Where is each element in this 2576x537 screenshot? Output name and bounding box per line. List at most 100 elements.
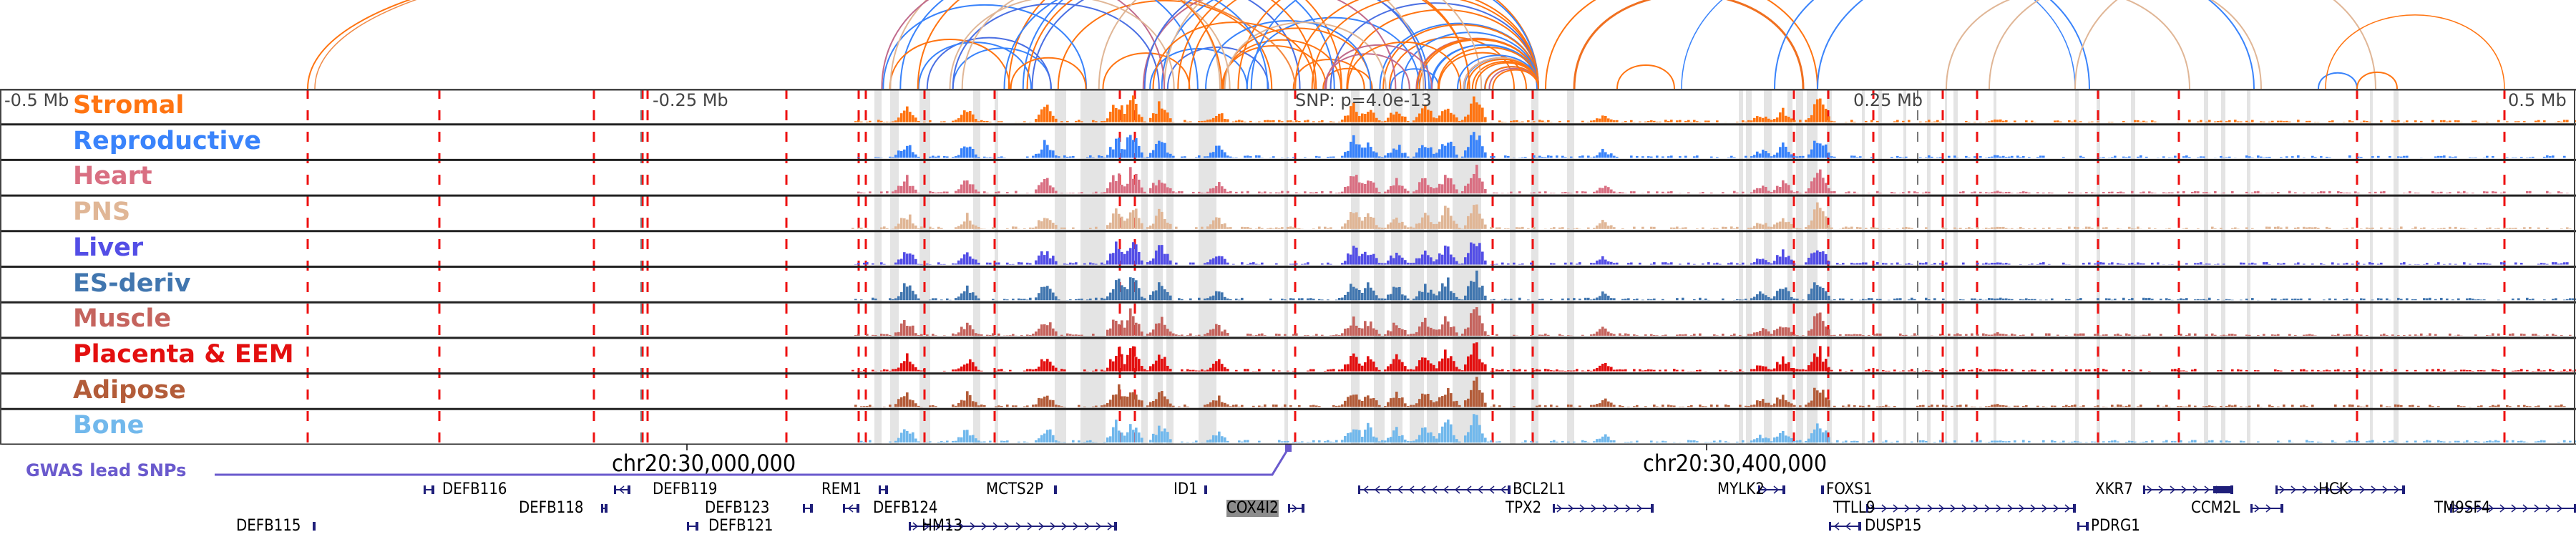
strand-arrow-icon <box>1938 504 1945 513</box>
strand-arrow-icon <box>1881 504 1888 513</box>
loop-arc <box>952 3 1160 89</box>
signal-bars-es-deriv <box>854 270 2576 301</box>
strand-arrow-icon <box>1556 504 1563 513</box>
strand-arrow-icon <box>1904 504 1911 513</box>
gene-model <box>2143 485 2233 494</box>
gene-exon <box>2574 504 2576 513</box>
strand-arrow-icon <box>912 522 919 531</box>
loop-arc <box>314 0 1296 89</box>
gene-exon <box>1288 504 1290 513</box>
gene-exon <box>2450 504 2452 513</box>
gene-label[interactable]: DUSP15 <box>1865 517 1922 535</box>
strand-arrow-icon <box>1591 504 1597 513</box>
gene-exon <box>1302 504 1304 513</box>
strand-arrow-icon <box>958 522 965 531</box>
loop-arc <box>1989 0 2262 89</box>
gene-exon <box>879 485 881 494</box>
gene-label[interactable]: ID1 <box>1174 480 1198 498</box>
gene-exon <box>1358 485 1360 494</box>
strand-arrow-icon <box>1614 504 1620 513</box>
gene-label[interactable]: DEFB115 <box>236 517 301 535</box>
loop-arc <box>1438 52 1528 89</box>
gene-exon <box>605 504 608 513</box>
gene-model <box>803 504 813 513</box>
chromatin-loop-arcs <box>307 0 2505 89</box>
gene-label[interactable]: DEFB119 <box>653 480 718 498</box>
strand-arrow-icon <box>2545 504 2552 513</box>
loop-arc <box>1008 0 1342 89</box>
gene-label[interactable]: HM13 <box>922 517 963 535</box>
strand-arrow-icon <box>2204 485 2210 494</box>
gene-label[interactable]: XKR7 <box>2095 480 2133 498</box>
gene-model <box>2275 485 2405 494</box>
strand-arrow-icon <box>2007 504 2014 513</box>
gene-exon <box>1782 485 1785 494</box>
strand-arrow-icon <box>1408 485 1415 494</box>
strand-arrow-icon <box>2371 485 2377 494</box>
gene-label[interactable]: CCM2L <box>2191 499 2240 517</box>
strand-arrow-icon <box>2053 504 2059 513</box>
loop-arc <box>1817 0 2255 89</box>
gene-label[interactable]: MCTS2P <box>986 480 1044 498</box>
strand-arrow-icon <box>2313 485 2320 494</box>
loop-arc <box>1031 0 1301 89</box>
loop-arc <box>882 4 1088 89</box>
coordinate-label-right: chr20:30,400,000 <box>1643 450 1828 477</box>
signal-bars-liver <box>854 241 2569 265</box>
gene-model <box>424 485 434 494</box>
signal-bars-muscle <box>854 307 2572 336</box>
strand-arrow-icon <box>992 522 999 531</box>
strand-arrow-icon <box>1038 522 1045 531</box>
loop-arc <box>1401 32 1539 89</box>
signal-tracks-panel <box>0 89 2576 445</box>
strand-arrow-icon <box>2147 485 2153 494</box>
loop-arc <box>1010 57 1087 89</box>
loop-arc <box>1163 0 1483 89</box>
gene-label[interactable]: PDRG1 <box>2091 517 2140 535</box>
strand-arrow-icon <box>2170 485 2176 494</box>
gene-label[interactable]: MYLK2 <box>1717 480 1765 498</box>
gene-label[interactable]: REM1 <box>821 480 862 498</box>
gene-label[interactable]: DEFB123 <box>705 499 770 517</box>
strand-arrow-icon <box>1465 485 1472 494</box>
loop-arc <box>1573 0 1805 89</box>
gene-model <box>1821 485 1824 494</box>
gene-label[interactable]: HCK <box>2318 480 2348 498</box>
strand-arrow-icon <box>1084 522 1091 531</box>
loop-arc <box>1294 0 1539 89</box>
gene-label[interactable]: TTLL9 <box>1833 499 1875 517</box>
gene-label[interactable]: TPX2 <box>1506 499 1542 517</box>
gene-label[interactable]: FOXS1 <box>1826 480 1873 498</box>
loop-arc <box>961 0 1231 89</box>
strand-arrow-icon <box>2019 504 2025 513</box>
gene-label[interactable]: DEFB116 <box>442 480 507 498</box>
gene-model <box>2077 522 2089 531</box>
strand-arrow-icon <box>1833 522 1840 531</box>
signal-bars-bone <box>860 414 2576 442</box>
gene-label[interactable]: DEFB121 <box>708 517 774 535</box>
gene-label[interactable]: DEFB124 <box>873 499 938 517</box>
strand-arrow-icon <box>1096 522 1102 531</box>
gene-label[interactable]: TM9SF4 <box>2434 499 2491 517</box>
gene-label[interactable]: BCL2L1 <box>1513 480 1566 498</box>
gene-label[interactable]: DEFB118 <box>519 499 584 517</box>
strand-arrow-icon <box>1488 485 1495 494</box>
strand-arrow-icon <box>1973 504 1979 513</box>
track-label: ES-deriv <box>73 268 191 298</box>
strand-arrow-icon <box>2279 485 2285 494</box>
strand-arrow-icon <box>1845 522 1851 531</box>
loop-arc <box>1311 0 1539 89</box>
axis-label-right: 0.5 Mb <box>2508 90 2567 110</box>
gene-label[interactable]: COX4I2 <box>1226 499 1279 517</box>
strand-arrow-icon <box>1636 504 1643 513</box>
gene-model <box>1553 504 1654 513</box>
gene-exon <box>696 522 698 531</box>
gene-track <box>215 445 2576 531</box>
gene-exon <box>614 485 616 494</box>
strand-arrow-icon <box>2522 504 2529 513</box>
strand-arrow-icon <box>2557 504 2563 513</box>
strand-arrow-icon <box>970 522 976 531</box>
strand-arrow-icon <box>1568 504 1574 513</box>
strand-arrow-icon <box>2192 485 2199 494</box>
strand-arrow-icon <box>1625 504 1631 513</box>
